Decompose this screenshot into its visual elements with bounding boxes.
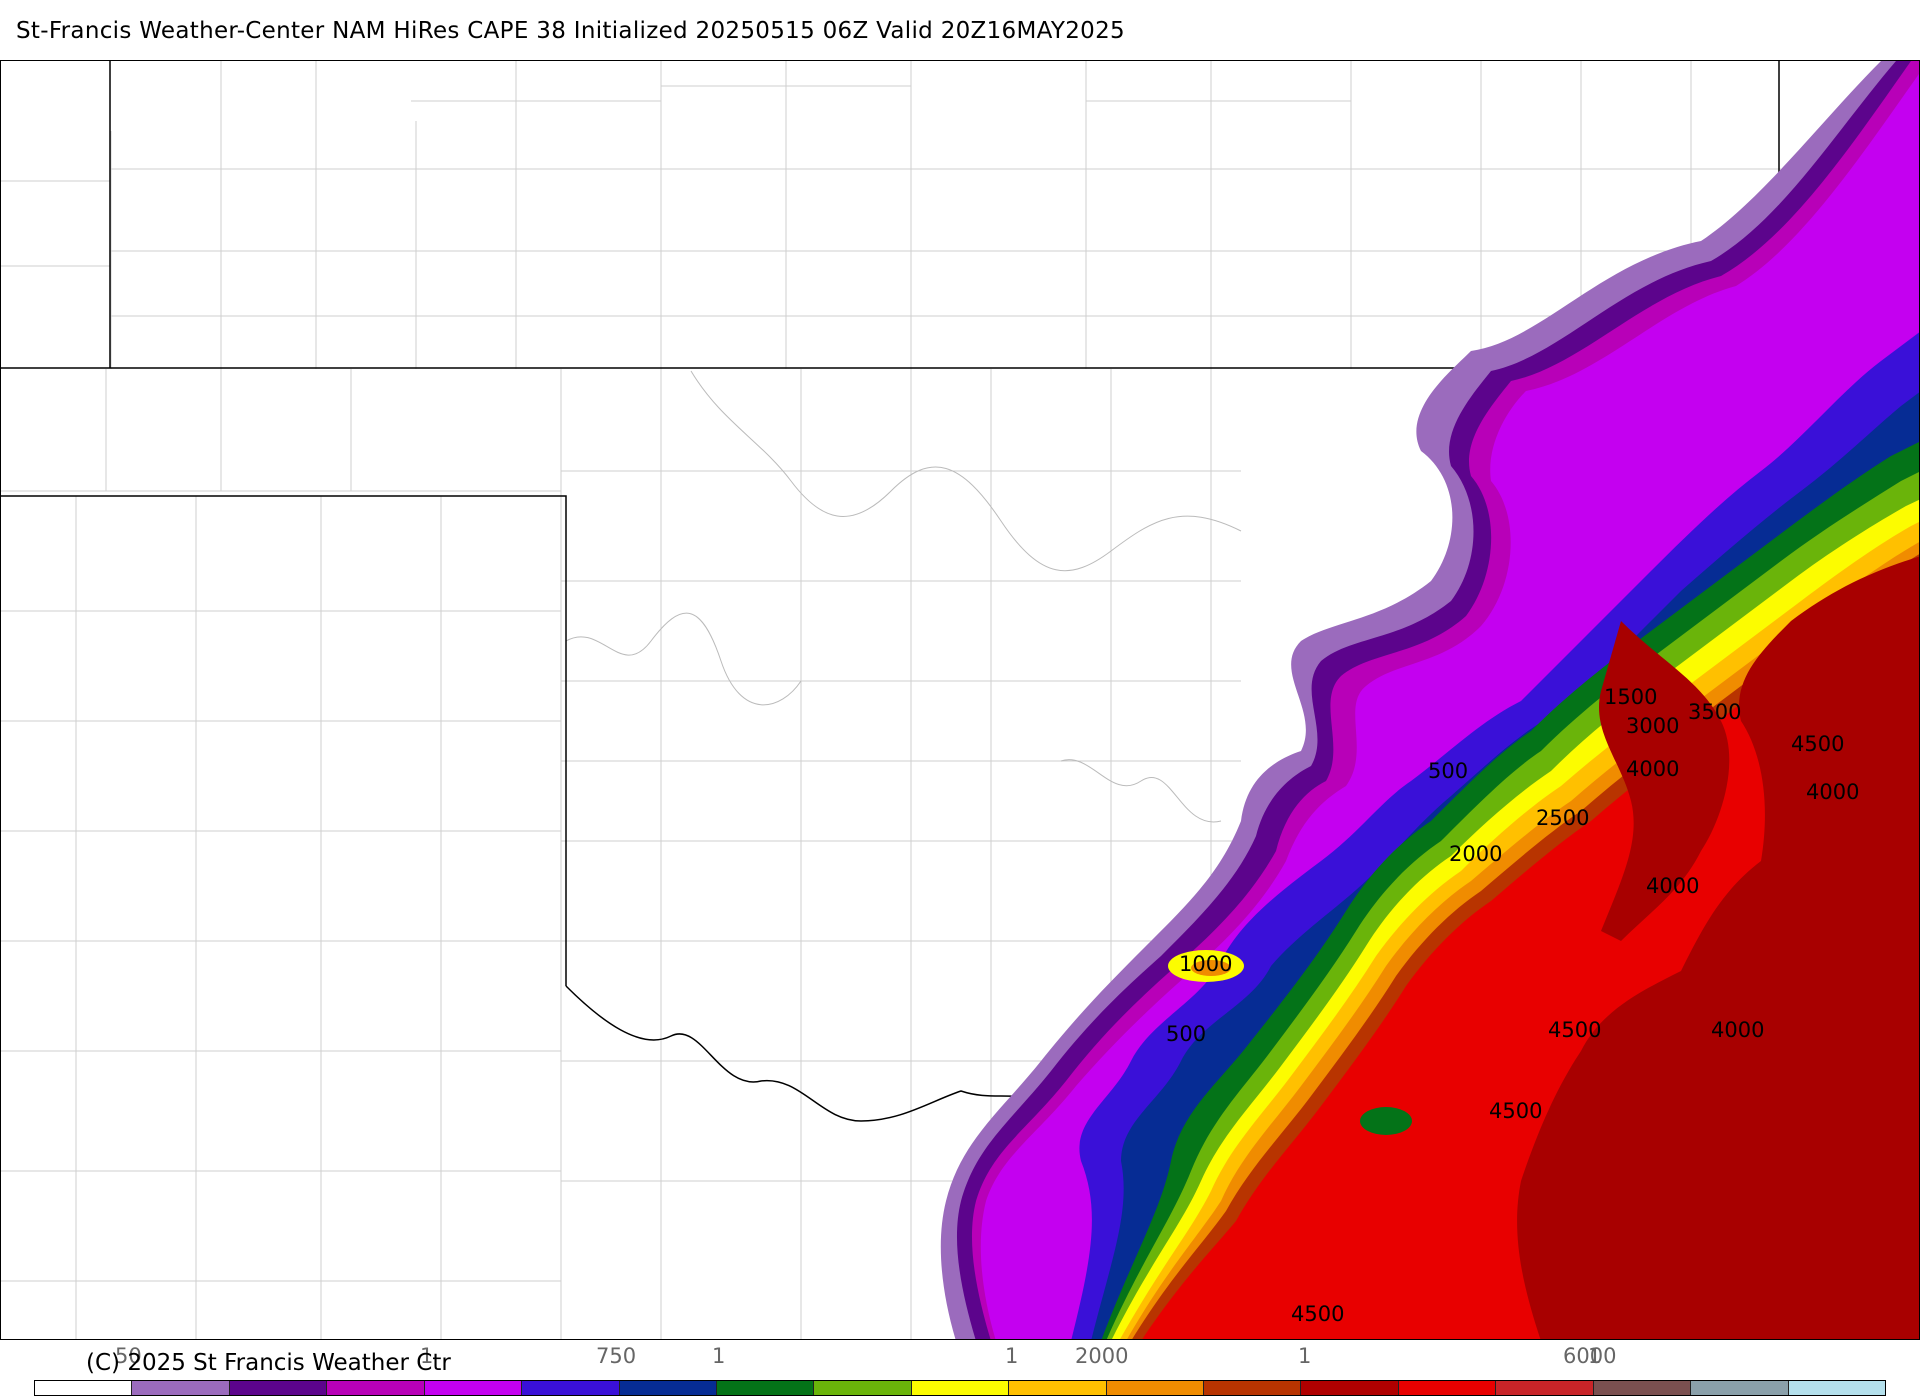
contour-label: 4500: [1489, 1099, 1542, 1123]
legend-swatch: [911, 1381, 1010, 1395]
legend-swatch: [1301, 1381, 1399, 1395]
legend-swatch: [1496, 1381, 1594, 1395]
legend-swatch: [1204, 1381, 1302, 1395]
legend-tick-label: 1: [712, 1344, 726, 1368]
legend-swatch: [619, 1381, 717, 1395]
legend-swatch: [814, 1381, 912, 1395]
cape-shading: [940, 61, 1919, 1339]
legend-tick-label: 1: [420, 1344, 434, 1368]
county-lines: [1, 61, 1781, 1339]
legend-tick-label: 2000: [1075, 1344, 1129, 1368]
legend-swatch: [716, 1381, 815, 1395]
legend-tick-label: 50: [115, 1344, 142, 1368]
contour-label: 4500: [1791, 732, 1844, 756]
contour-label: 500: [1166, 1022, 1206, 1046]
cape-band-dark-red-2: [1598, 621, 1730, 941]
legend-swatch: [1398, 1381, 1497, 1395]
legend-swatch: [229, 1381, 328, 1395]
legend-swatch: [1106, 1381, 1205, 1395]
cape-map: 1000 500 500 1500 3000 3500 4500 4000 40…: [0, 60, 1920, 1340]
contour-labels: 1000 500 500 1500 3000 3500 4500 4000 40…: [1166, 685, 1859, 1326]
cape-band-dark-red: [1517, 556, 1919, 1339]
legend-swatch: [1691, 1381, 1789, 1395]
legend-swatch: [132, 1381, 230, 1395]
legend-swatch: [522, 1381, 620, 1395]
color-legend: [34, 1380, 1886, 1396]
contour-label: 4000: [1806, 780, 1859, 804]
legend-swatch: [1788, 1381, 1886, 1395]
copyright-text: (C) 2025 St Francis Weather Ctr: [86, 1350, 451, 1376]
legend-swatch: [1009, 1381, 1107, 1395]
map-title: St-Francis Weather-Center NAM HiRes CAPE…: [16, 18, 1125, 44]
contour-label: 4000: [1646, 874, 1699, 898]
contour-label: 1000: [1179, 952, 1232, 976]
contour-label: 500: [1428, 759, 1468, 783]
legend-swatch: [424, 1381, 523, 1395]
contour-label: 4000: [1626, 757, 1679, 781]
legend-swatch: [1593, 1381, 1692, 1395]
contour-label: 4500: [1548, 1018, 1601, 1042]
contour-label: 1500: [1604, 685, 1657, 709]
legend-tick-label: 1: [1298, 1344, 1312, 1368]
contour-label: 3500: [1688, 700, 1741, 724]
contour-label: 3000: [1626, 714, 1679, 738]
legend-tick-label: 1: [1588, 1344, 1602, 1368]
contour-label: 4500: [1291, 1302, 1344, 1326]
legend-swatch: [35, 1381, 133, 1395]
contour-label: 4000: [1711, 1018, 1764, 1042]
contour-label: 2500: [1536, 806, 1589, 830]
legend-tick-label: 6000: [1563, 1344, 1617, 1368]
contour-label: 2000: [1449, 842, 1502, 866]
legend-tick-label: 1: [1005, 1344, 1019, 1368]
legend-swatch: [327, 1381, 425, 1395]
legend-tick-label: 750: [596, 1344, 637, 1368]
